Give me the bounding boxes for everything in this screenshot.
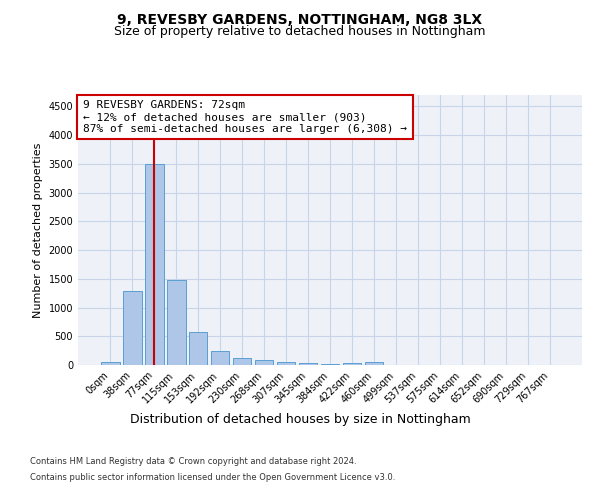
Text: Contains HM Land Registry data © Crown copyright and database right 2024.: Contains HM Land Registry data © Crown c… xyxy=(30,458,356,466)
Bar xyxy=(320,364,340,365)
Bar xyxy=(123,292,142,365)
Y-axis label: Number of detached properties: Number of detached properties xyxy=(33,142,43,318)
Bar xyxy=(343,362,361,365)
Text: Distribution of detached houses by size in Nottingham: Distribution of detached houses by size … xyxy=(130,412,470,426)
Bar xyxy=(211,350,229,365)
Bar xyxy=(255,360,274,365)
Text: 9 REVESBY GARDENS: 72sqm
← 12% of detached houses are smaller (903)
87% of semi-: 9 REVESBY GARDENS: 72sqm ← 12% of detach… xyxy=(83,100,407,134)
Bar xyxy=(189,332,208,365)
Bar xyxy=(365,362,383,365)
Bar xyxy=(277,362,295,365)
Text: 9, REVESBY GARDENS, NOTTINGHAM, NG8 3LX: 9, REVESBY GARDENS, NOTTINGHAM, NG8 3LX xyxy=(118,12,482,26)
Text: Contains public sector information licensed under the Open Government Licence v3: Contains public sector information licen… xyxy=(30,472,395,482)
Text: Size of property relative to detached houses in Nottingham: Size of property relative to detached ho… xyxy=(114,25,486,38)
Bar xyxy=(145,164,164,365)
Bar xyxy=(299,364,317,365)
Bar xyxy=(167,280,185,365)
Bar xyxy=(101,362,119,365)
Bar xyxy=(233,358,251,365)
